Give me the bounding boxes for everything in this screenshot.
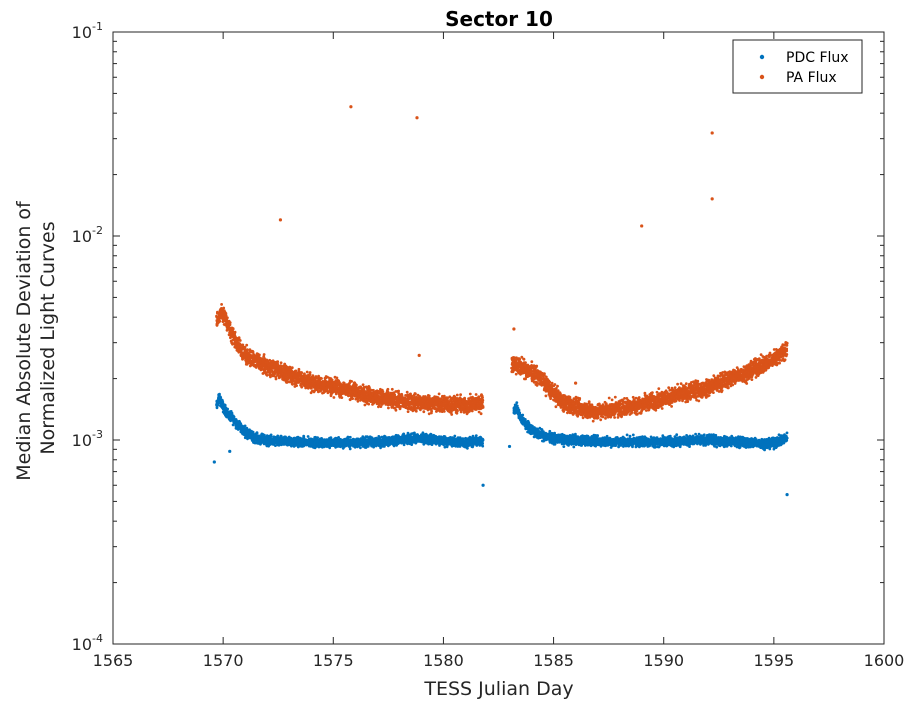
data-point — [230, 411, 234, 415]
data-point — [268, 443, 272, 447]
data-point — [653, 445, 657, 449]
data-point — [269, 435, 273, 438]
data-point — [548, 429, 552, 433]
data-point — [243, 424, 247, 428]
data-point — [348, 435, 352, 439]
data-point — [542, 430, 545, 433]
data-point — [232, 415, 236, 419]
data-point — [466, 446, 469, 450]
data-point — [481, 438, 485, 442]
data-point — [302, 435, 306, 439]
data-point — [329, 436, 333, 439]
data-point — [474, 434, 478, 437]
data-point — [219, 396, 223, 399]
data-point — [517, 408, 521, 412]
data-point — [255, 432, 259, 435]
data-point — [402, 443, 406, 447]
data-point — [521, 413, 525, 417]
data-point — [515, 401, 519, 404]
data-point — [715, 445, 719, 449]
chart-title: Sector 10 — [445, 7, 553, 31]
data-points — [212, 105, 789, 497]
data-point — [631, 433, 635, 437]
data-point — [402, 432, 406, 436]
data-point — [274, 444, 277, 447]
data-point — [239, 422, 243, 425]
data-point — [471, 444, 475, 447]
data-point — [694, 432, 697, 436]
data-point — [572, 445, 576, 449]
data-point — [316, 436, 319, 439]
data-point — [562, 445, 566, 448]
data-point — [702, 433, 706, 437]
data-point — [359, 446, 362, 450]
series-pdc-flux — [212, 392, 789, 497]
data-point — [481, 444, 485, 448]
data-point — [675, 433, 679, 437]
data-point — [328, 446, 332, 450]
data-point — [625, 433, 629, 437]
data-point — [226, 407, 230, 411]
data-point — [410, 443, 414, 446]
data-point — [276, 434, 280, 438]
data-point — [596, 434, 599, 438]
data-point — [218, 392, 221, 396]
data-point — [251, 430, 255, 434]
data-point — [348, 447, 352, 451]
data-point — [688, 445, 691, 448]
data-point — [714, 433, 718, 437]
data-point — [481, 442, 484, 445]
data-point — [221, 400, 225, 404]
data-point — [628, 434, 632, 438]
data-point — [453, 434, 457, 438]
data-point — [306, 435, 310, 438]
